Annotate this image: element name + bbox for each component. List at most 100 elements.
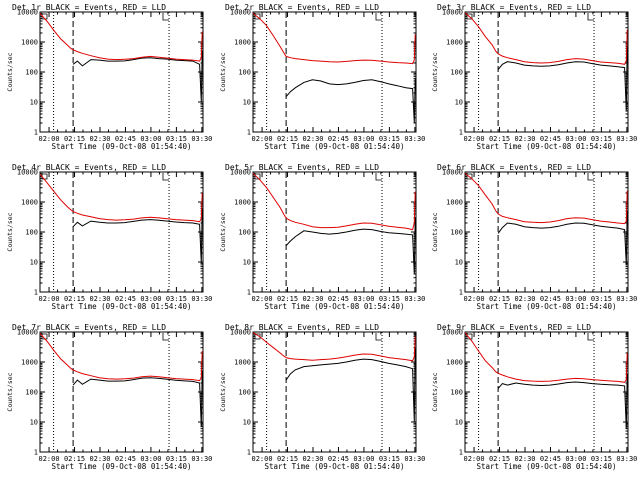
y-tick-label: 1000	[446, 199, 463, 207]
x-tick-label: 03:00	[140, 135, 161, 143]
x-axis-label: Start Time (09-Oct-08 01:54:40)	[52, 462, 192, 471]
y-tick-label: 10000	[230, 169, 251, 177]
y-tick-label: 1	[247, 129, 251, 137]
x-tick-label: 03:15	[591, 135, 612, 143]
y-tick-label: 10000	[17, 329, 38, 337]
chart-title: Det 9r BLACK = Events, RED = LLD	[437, 323, 591, 332]
x-tick-label: 02:45	[115, 455, 136, 463]
x-tick-label: 02:15	[277, 295, 298, 303]
series-line-events	[285, 347, 416, 423]
y-tick-label: 10000	[230, 9, 251, 17]
corner-marker-right	[162, 13, 169, 21]
x-tick-label: 03:00	[565, 135, 586, 143]
series-line-events	[285, 78, 416, 124]
x-tick-label: 03:00	[353, 295, 374, 303]
x-axis-label: Start Time (09-Oct-08 01:54:40)	[477, 302, 617, 311]
y-axis-label: Counts/sec	[431, 212, 439, 251]
corner-marker-right	[375, 333, 382, 341]
y-axis-label: Counts/sec	[6, 212, 14, 251]
series-line-lld	[252, 173, 416, 231]
chart-title: Det 8r BLACK = Events, RED = LLD	[225, 323, 379, 332]
plot-frame	[39, 171, 204, 293]
y-axis-label: Counts/sec	[6, 52, 14, 91]
x-tick-label: 02:15	[489, 295, 510, 303]
y-tick-label: 10000	[17, 9, 38, 17]
y-axis-label: Counts/sec	[431, 52, 439, 91]
x-tick-label: 03:00	[140, 295, 161, 303]
y-tick-label: 1	[247, 449, 251, 457]
y-tick-label: 100	[25, 389, 38, 397]
x-tick-label: 03:30	[404, 295, 425, 303]
x-tick-label: 02:00	[252, 455, 273, 463]
y-tick-label: 1000	[234, 39, 251, 47]
y-tick-label: 10	[30, 419, 38, 427]
y-tick-label: 100	[238, 389, 251, 397]
y-axis-label: Counts/sec	[431, 372, 439, 411]
corner-marker-left	[41, 13, 48, 20]
x-tick-label: 03:30	[616, 455, 637, 463]
y-tick-label: 1000	[21, 39, 38, 47]
x-tick-label: 02:15	[64, 135, 85, 143]
y-tick-label: 1000	[446, 39, 463, 47]
x-tick-label: 02:30	[302, 295, 323, 303]
x-tick-label: 03:30	[191, 295, 212, 303]
x-tick-label: 02:30	[514, 295, 535, 303]
chart-title: Det 5r BLACK = Events, RED = LLD	[225, 163, 379, 172]
series-line-events	[72, 370, 203, 427]
series-line-events	[72, 208, 203, 264]
chart-panel-3: Det 3r BLACK = Events, RED = LLD 1 10 100 10…	[431, 3, 637, 151]
chart-panel-1: Det 1r BLACK = Events, RED = LLD 1 10 100 10…	[6, 3, 212, 151]
chart-title: Det 3r BLACK = Events, RED = LLD	[437, 3, 591, 12]
plot-frame	[39, 331, 204, 453]
y-tick-label: 100	[238, 229, 251, 237]
y-tick-label: 10000	[230, 329, 251, 337]
x-axis-label: Start Time (09-Oct-08 01:54:40)	[52, 302, 192, 311]
chart-panel-6: Det 6r BLACK = Events, RED = LLD 1 10 100 10…	[431, 163, 637, 311]
series-line-lld	[39, 13, 203, 62]
y-tick-label: 100	[25, 69, 38, 77]
x-tick-label: 03:00	[353, 455, 374, 463]
x-tick-label: 03:30	[191, 135, 212, 143]
corner-marker-left	[466, 333, 473, 340]
x-tick-label: 02:00	[464, 295, 485, 303]
y-tick-label: 10	[243, 99, 251, 107]
x-tick-label: 02:30	[89, 135, 110, 143]
series-line-events	[497, 46, 628, 112]
x-tick-label: 02:15	[277, 455, 298, 463]
x-tick-label: 03:15	[591, 455, 612, 463]
x-tick-label: 02:45	[328, 135, 349, 143]
x-tick-label: 02:00	[252, 135, 273, 143]
corner-marker-right	[375, 173, 382, 181]
y-tick-label: 1	[459, 449, 463, 457]
series-line-lld	[464, 332, 628, 383]
y-tick-label: 10000	[442, 9, 463, 17]
chart-panel-4: Det 4r BLACK = Events, RED = LLD 1 10 100 10…	[6, 163, 212, 311]
y-tick-label: 10	[243, 419, 251, 427]
x-tick-label: 02:15	[64, 295, 85, 303]
x-tick-label: 02:30	[89, 295, 110, 303]
x-tick-label: 02:45	[115, 135, 136, 143]
corner-marker-right	[162, 173, 169, 181]
y-axis-label: Counts/sec	[219, 212, 227, 251]
corner-marker-right	[162, 333, 169, 341]
y-tick-label: 10	[455, 419, 463, 427]
x-tick-label: 02:00	[39, 455, 60, 463]
corner-marker-left	[254, 173, 261, 180]
corner-marker-right	[587, 333, 594, 341]
y-tick-label: 1	[34, 449, 38, 457]
plot-frame	[464, 171, 629, 293]
corner-marker-left	[41, 333, 48, 340]
x-tick-label: 02:15	[64, 455, 85, 463]
chart-panel-2: Det 2r BLACK = Events, RED = LLD 1 10 100 10…	[219, 3, 425, 151]
x-tick-label: 02:15	[277, 135, 298, 143]
series-line-lld	[464, 173, 628, 225]
plot-frame	[39, 11, 204, 133]
plot-frame	[464, 11, 629, 133]
y-tick-label: 100	[450, 229, 463, 237]
chart-panel-7: Det 7r BLACK = Events, RED = LLD 1 10 100 10…	[6, 323, 212, 471]
series-line-lld	[252, 13, 416, 65]
y-tick-label: 10000	[17, 169, 38, 177]
x-tick-label: 02:45	[115, 295, 136, 303]
x-tick-label: 02:30	[302, 135, 323, 143]
y-tick-label: 1	[247, 289, 251, 297]
